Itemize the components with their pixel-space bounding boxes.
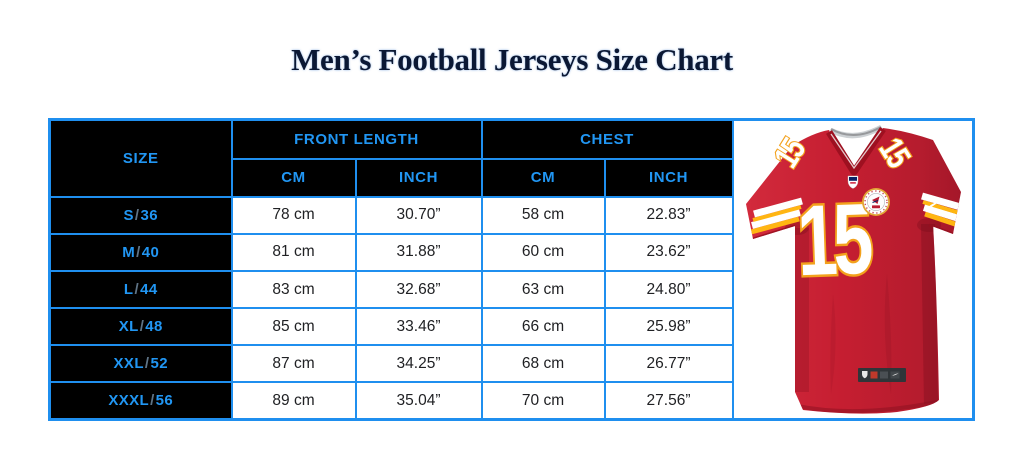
left-sleeve-stripes xyxy=(750,197,803,234)
size-label: S/36 xyxy=(48,195,233,235)
front-length-cm: 89 cm xyxy=(230,381,357,421)
header-row-groups: SIZE FRONT LENGTH CHEST xyxy=(48,118,975,421)
front-length-inch: 33.46” xyxy=(354,307,483,347)
subheader-front-inch: INCH xyxy=(354,157,483,198)
front-length-cm: 87 cm xyxy=(230,344,357,384)
table-row: XL/48 85 cm 33.46” 66 cm 25.98” xyxy=(48,307,974,347)
chest-cm: 63 cm xyxy=(480,269,606,310)
size-label: XL/48 xyxy=(48,307,233,347)
chest-inch: 25.98” xyxy=(603,307,734,347)
front-length-cm: 85 cm xyxy=(230,307,357,347)
front-length-cm: 83 cm xyxy=(230,269,357,310)
column-header-chest: CHEST xyxy=(480,118,734,160)
jersey-illustration: 15 15 15 xyxy=(745,124,961,414)
chest-inch: 26.77” xyxy=(603,344,734,384)
championship-patch-icon xyxy=(861,187,890,216)
page-title: Men’s Football Jerseys Size Chart xyxy=(291,42,733,77)
front-length-inch: 34.25” xyxy=(354,344,483,384)
svg-text:15: 15 xyxy=(795,183,873,297)
size-label: XXXL/56 xyxy=(48,381,233,421)
jock-tag xyxy=(857,367,906,382)
table-row: S/36 78 cm 30.70” 58 cm 22.83” xyxy=(48,195,974,235)
front-length-inch: 31.88” xyxy=(354,232,483,272)
nike-swoosh-icon xyxy=(924,200,940,210)
front-length-inch: 30.70” xyxy=(354,195,483,235)
jersey-image-cell: 15 15 15 xyxy=(731,118,975,421)
chest-inch: 24.80” xyxy=(603,269,734,310)
column-header-size: SIZE xyxy=(48,118,233,198)
table-row: XXXL/56 89 cm 35.04” 70 cm 27.56” xyxy=(48,381,974,421)
chest-cm: 58 cm xyxy=(480,195,606,235)
size-label: L/44 xyxy=(48,269,233,310)
nfl-shield-icon xyxy=(847,175,858,189)
table-row: M/40 81 cm 31.88” 60 cm 23.62” xyxy=(48,232,974,272)
chest-cm: 68 cm xyxy=(480,344,606,384)
front-length-cm: 78 cm xyxy=(230,195,357,235)
chest-cm: 66 cm xyxy=(480,307,606,347)
size-chart-table: SIZE FRONT LENGTH CHEST xyxy=(48,118,976,421)
chest-inch: 22.83” xyxy=(603,195,734,235)
front-length-inch: 32.68” xyxy=(354,269,483,310)
table-row: XXL/52 87 cm 34.25” 68 cm 26.77” xyxy=(48,344,974,384)
subheader-front-cm: CM xyxy=(230,157,357,198)
chest-inch: 23.62” xyxy=(603,232,734,272)
jersey-number-chest: 15 xyxy=(793,181,876,299)
subheader-chest-cm: CM xyxy=(480,157,606,198)
size-label: XXL/52 xyxy=(48,344,233,384)
chest-inch: 27.56” xyxy=(603,381,734,421)
front-length-cm: 81 cm xyxy=(230,232,357,272)
subheader-chest-inch: INCH xyxy=(603,157,734,198)
chest-cm: 60 cm xyxy=(480,232,606,272)
chest-cm: 70 cm xyxy=(480,381,606,421)
front-length-inch: 35.04” xyxy=(354,381,483,421)
column-header-front-length: FRONT LENGTH xyxy=(230,118,483,160)
size-label: M/40 xyxy=(48,232,233,272)
jersey-image: 15 15 15 xyxy=(734,121,973,418)
collar xyxy=(825,124,886,175)
table-row: L/44 83 cm 32.68” 63 cm 24.80” xyxy=(48,269,974,310)
header-row-units: CM INCH CM INCH xyxy=(50,157,974,198)
